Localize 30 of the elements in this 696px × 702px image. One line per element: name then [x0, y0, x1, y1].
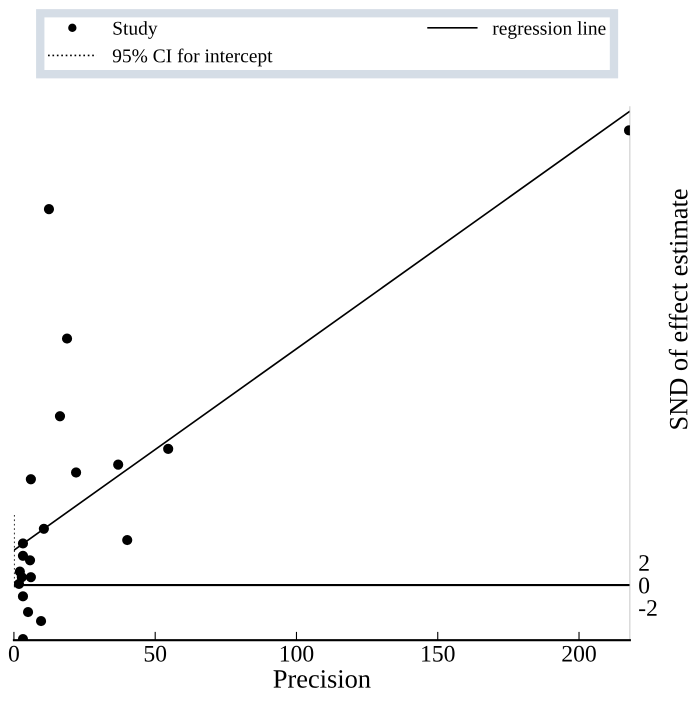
point	[70, 467, 82, 478]
point	[18, 538, 28, 549]
x-tick-label: 0	[8, 646, 19, 662]
point	[26, 572, 36, 582]
point	[122, 534, 132, 546]
y-axis-title: SND of effect estimate	[668, 189, 688, 429]
x-tick-label: 100	[280, 646, 314, 662]
legend-label: regression line	[492, 21, 606, 39]
point	[38, 524, 49, 534]
point	[62, 333, 72, 344]
point	[22, 607, 34, 618]
legend-label: Study	[113, 21, 158, 39]
x-tick-label: 150	[422, 646, 455, 662]
y-tick-label: -2	[639, 600, 657, 616]
point	[24, 555, 36, 566]
point	[26, 474, 36, 484]
point	[44, 204, 54, 214]
x-tick-label: 50	[144, 646, 166, 662]
legend-label: 95% CI for intercept	[112, 48, 272, 66]
y-tick-label: 2	[639, 555, 649, 571]
point	[14, 578, 24, 590]
point	[113, 460, 124, 470]
y-tick-label: 0	[639, 578, 650, 594]
point	[163, 444, 174, 454]
point	[18, 591, 28, 602]
point	[18, 550, 28, 561]
point	[54, 411, 66, 422]
x-tick-label: 200	[562, 646, 596, 662]
x-axis-title: Precision	[274, 670, 371, 688]
point	[36, 616, 46, 626]
